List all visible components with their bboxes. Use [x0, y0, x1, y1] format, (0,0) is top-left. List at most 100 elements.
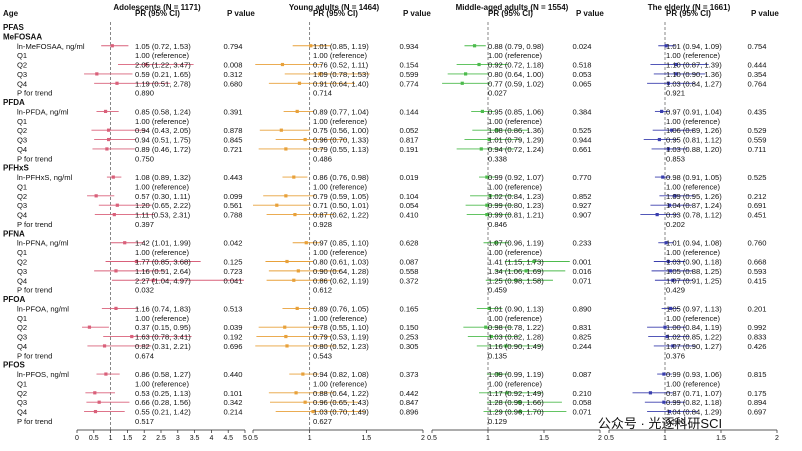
- estimate-text: 1.05 (0.97, 1.13): [666, 304, 722, 313]
- estimate-text: 0.89 (0.46, 1.72): [135, 145, 191, 154]
- p-value-text: 0.054: [399, 201, 418, 210]
- estimate-text: 1.00 (reference): [313, 117, 367, 126]
- p-value-text: 0.008: [223, 61, 242, 70]
- point-estimate: [292, 175, 296, 179]
- row-label: P for trend: [17, 286, 52, 295]
- row-label: ln-PFOA, ng/ml: [17, 304, 69, 313]
- p-value-text: 0.104: [399, 192, 418, 201]
- panel-title: Young adults (N = 1464): [289, 3, 380, 12]
- point-estimate: [648, 391, 653, 395]
- estimate-text: 1.09 (0.99, 1.19): [488, 370, 544, 379]
- row-label: Q3: [17, 267, 27, 276]
- estimate-text: 0.99 (0.92, 1.07): [488, 173, 544, 182]
- row-label: Q3: [17, 201, 27, 210]
- estimate-text: 1.16 (0.90, 1.49): [488, 342, 544, 351]
- p-value-column-header: P value: [403, 9, 431, 18]
- estimate-text: 1.05 (0.88, 1.25): [666, 267, 722, 276]
- p-value-text: 0.019: [399, 173, 418, 182]
- estimate-text: 1.00 (0.84, 1.19): [666, 323, 722, 332]
- estimate-text: 0.79 (0.55, 1.13): [313, 145, 369, 154]
- estimate-text: 0.853: [666, 154, 685, 163]
- estimate-text: 1.00 (reference): [488, 379, 542, 388]
- point-estimate: [292, 278, 296, 282]
- p-value-text: 0.444: [747, 61, 766, 70]
- estimate-text: 0.459: [488, 286, 507, 295]
- estimate-text: 1.01 (0.94, 1.09): [666, 42, 722, 51]
- estimate-text: 0.714: [313, 89, 332, 98]
- estimate-text: 1.00 (reference): [313, 182, 367, 191]
- point-estimate: [666, 259, 670, 264]
- point-estimate: [505, 391, 509, 395]
- p-value-text: 0.661: [572, 145, 591, 154]
- estimate-text: 0.397: [135, 220, 154, 229]
- point-estimate: [514, 278, 518, 282]
- p-value-text: 0.210: [572, 389, 591, 398]
- estimate-text: 0.846: [488, 220, 507, 229]
- row-label: Q2: [17, 258, 27, 267]
- point-estimate: [123, 241, 127, 245]
- point-estimate: [295, 306, 299, 310]
- point-estimate: [284, 334, 288, 339]
- estimate-text: 1.00 (reference): [135, 51, 189, 60]
- estimate-text: 1.63 (0.78, 3.41): [135, 333, 191, 342]
- point-estimate: [93, 391, 97, 395]
- point-estimate: [280, 62, 285, 67]
- p-value-text: 0.944: [572, 136, 591, 145]
- panel-title: The elderly (N = 1661): [648, 3, 731, 12]
- point-estimate: [311, 409, 315, 414]
- estimate-text: 0.94 (0.82, 1.08): [313, 370, 369, 379]
- point-estimate: [657, 137, 661, 142]
- x-tick-label: 1: [486, 435, 490, 442]
- p-value-text: 0.559: [747, 136, 766, 145]
- x-tick-label: 0.5: [427, 435, 437, 442]
- p-value-text: 0.697: [747, 408, 766, 417]
- x-tick-label: 3: [176, 435, 180, 442]
- estimate-text: 1.17 (0.92, 1.49): [488, 389, 544, 398]
- p-value-text: 0.415: [747, 276, 766, 285]
- p-value-column-header: P value: [751, 9, 779, 18]
- p-value-text: 0.150: [399, 323, 418, 332]
- estimate-text: 0.97 (0.85, 1.10): [313, 239, 369, 248]
- point-estimate: [479, 147, 483, 151]
- x-tick-label: 2: [421, 435, 425, 442]
- point-estimate: [303, 137, 307, 142]
- p-value-text: 0.927: [572, 201, 591, 210]
- p-value-text: 0.833: [747, 333, 766, 342]
- point-estimate: [480, 109, 484, 114]
- point-estimate: [309, 44, 313, 48]
- point-estimate: [485, 213, 489, 217]
- estimate-text: 0.88 (0.64, 1.22): [313, 389, 369, 398]
- estimate-text: 1.41 (1.15, 1.73): [488, 258, 544, 267]
- point-estimate: [115, 81, 119, 85]
- estimate-text: 0.87 (0.62, 1.22): [313, 211, 369, 220]
- p-value-text: 0.845: [223, 136, 242, 145]
- p-value-text: 0.244: [572, 342, 591, 351]
- x-tick-label: 5: [243, 435, 247, 442]
- estimate-text: 0.80 (0.52, 1.23): [313, 342, 369, 351]
- estimate-text: 2.27 (1.04, 4.97): [135, 276, 191, 285]
- point-estimate: [524, 269, 528, 273]
- estimate-text: 0.928: [313, 220, 332, 229]
- estimate-text: 1.00 (reference): [488, 314, 542, 323]
- pr-column-header: PR (95% CI): [135, 9, 180, 18]
- estimate-text: 0.66 (0.28, 1.56): [135, 398, 191, 407]
- watermark-text: 公众号 · 光逐科研SCI: [598, 416, 722, 431]
- point-estimate: [102, 344, 107, 348]
- estimate-text: 1.25 (0.98, 1.58): [488, 276, 544, 285]
- estimate-text: 0.674: [135, 351, 154, 360]
- estimate-text: 0.543: [313, 351, 332, 360]
- point-estimate: [303, 400, 307, 404]
- estimate-text: 0.027: [488, 89, 507, 98]
- estimate-text: 1.00 (reference): [488, 117, 542, 126]
- point-estimate: [151, 278, 155, 282]
- p-value-text: 0.426: [747, 342, 766, 351]
- p-value-text: 0.165: [399, 304, 418, 313]
- p-value-text: 0.558: [399, 267, 418, 276]
- p-value-text: 0.440: [223, 370, 242, 379]
- p-value-text: 0.721: [223, 145, 242, 154]
- point-estimate: [460, 81, 464, 85]
- estimate-text: 1.19 (0.51, 2.78): [135, 79, 191, 88]
- estimate-text: 1.00 (reference): [135, 248, 189, 257]
- estimate-text: 1.09 (0.95, 1.26): [666, 192, 722, 201]
- row-label: Q1: [17, 379, 27, 388]
